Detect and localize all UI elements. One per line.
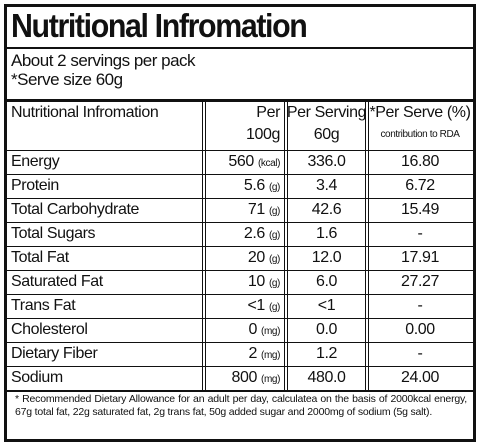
row-line (7, 150, 473, 151)
per-serving: 42.6 (311, 201, 342, 218)
value: 10 (247, 273, 265, 290)
per-100g: 10 (g) (248, 271, 280, 295)
nutrition-label: Nutritional Infromation About 2 servings… (4, 4, 476, 442)
per-100g: 800 (mg) (232, 367, 281, 391)
row-line (7, 222, 473, 223)
row-line (7, 174, 473, 175)
row-line (7, 270, 473, 271)
per-serving: 336.0 (307, 153, 346, 170)
value: 2 (248, 345, 258, 362)
value: 2.6 (243, 225, 265, 242)
unit: (g) (268, 278, 280, 289)
per-serving: 12.0 (311, 249, 342, 266)
per-100g: <1 (g) (247, 295, 280, 319)
rda: - (417, 297, 423, 314)
value: <1 (247, 297, 265, 314)
serve-size: *Serve size 60g (11, 70, 123, 89)
column-header: 100g (246, 126, 280, 143)
rda: 15.49 (400, 201, 440, 218)
rda: 16.80 (400, 153, 440, 170)
rda: 27.27 (400, 273, 440, 290)
unit: (g) (268, 230, 280, 241)
unit: (mg) (261, 350, 280, 361)
nutrient-name: Total Fat (11, 249, 69, 266)
per-100g: 2.6 (g) (243, 223, 281, 247)
column-header: 60g (313, 126, 340, 143)
column-header: Nutritional Infromation (11, 104, 159, 121)
nutrient-name: Total Sugars (11, 225, 96, 242)
value: 5.6 (243, 177, 265, 194)
per-serving: 0.0 (315, 321, 338, 338)
per-100g: 71 (g) (248, 199, 280, 223)
rda: 0.00 (405, 321, 435, 338)
per-serving: 1.6 (315, 225, 338, 242)
divider (7, 390, 473, 392)
per-100g: 20 (g) (248, 247, 280, 271)
row-line (7, 318, 473, 319)
column-header: Per Serving (286, 104, 367, 121)
per-100g: 5.6 (g) (243, 175, 281, 199)
column-line (284, 101, 288, 390)
row-line (7, 342, 473, 343)
divider (7, 47, 473, 49)
nutrient-name: Energy (11, 153, 60, 170)
nutrient-name: Sodium (11, 369, 63, 386)
value: 560 (228, 153, 254, 170)
value: 800 (231, 369, 258, 386)
per-100g: 0 (mg) (249, 319, 281, 343)
unit: (kcal) (257, 158, 280, 169)
column-header: *Per Serve (%) (369, 104, 471, 121)
row-line (7, 246, 473, 247)
per-serving: 6.0 (315, 273, 338, 290)
row-line (7, 198, 473, 199)
unit: (g) (268, 302, 280, 313)
servings: About 2 servings per pack (11, 51, 196, 70)
unit: (mg) (261, 326, 280, 337)
rda: 24.00 (400, 369, 440, 386)
unit: (mg) (261, 374, 280, 385)
value: 20 (247, 249, 265, 266)
per-serving: 1.2 (315, 345, 338, 362)
column-header: Per (256, 104, 280, 121)
row-line (7, 294, 473, 295)
rda: 17.91 (400, 249, 440, 266)
divider (7, 99, 473, 102)
title: Nutritional Infromation (11, 7, 308, 44)
column-line (365, 101, 369, 390)
per-serving: <1 (317, 297, 336, 314)
rda: - (417, 345, 423, 362)
nutrient-name: Saturated Fat (11, 273, 103, 290)
rda: 6.72 (405, 177, 435, 194)
column-line (202, 101, 206, 390)
nutrient-name: Cholesterol (11, 321, 88, 338)
per-serving: 480.0 (307, 369, 346, 386)
per-serving: 3.4 (315, 177, 338, 194)
rda: - (417, 225, 423, 242)
footnote: * Recommended Dietary Allowance for an a… (15, 393, 467, 418)
nutrient-name: Dietary Fiber (11, 345, 98, 362)
unit: (g) (268, 182, 280, 193)
per-100g: 2 (mg) (249, 343, 281, 367)
value: 71 (247, 201, 265, 218)
row-line (7, 366, 473, 367)
nutrient-name: Protein (11, 177, 59, 194)
column-header: contribution to RDA (380, 129, 460, 140)
nutrient-name: Trans Fat (11, 297, 76, 314)
nutrient-name: Total Carbohydrate (11, 201, 139, 218)
unit: (g) (268, 254, 280, 265)
unit: (g) (268, 206, 280, 217)
per-100g: 560 (kcal) (228, 151, 280, 175)
value: 0 (248, 321, 258, 338)
